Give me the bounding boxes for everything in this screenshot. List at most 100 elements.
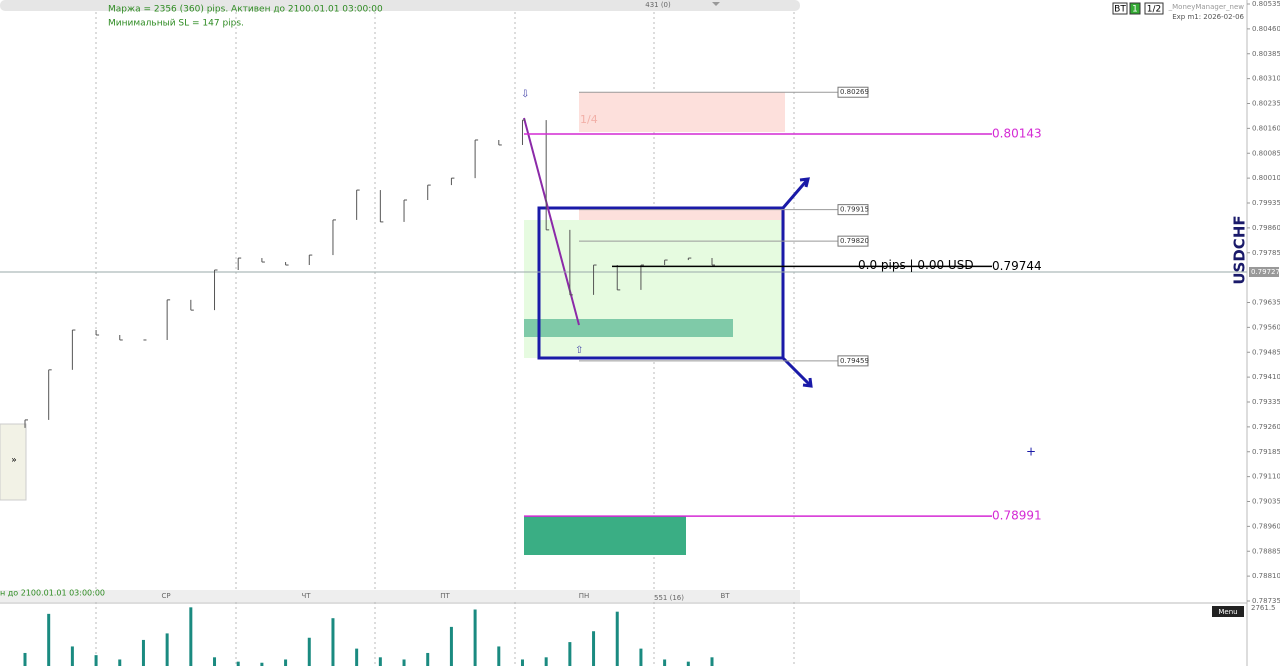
volume-max: 2761.5 bbox=[1251, 604, 1276, 612]
volume-bar bbox=[47, 613, 51, 666]
toolbar-button[interactable] bbox=[1112, 2, 1128, 15]
volume-bar bbox=[592, 631, 596, 666]
tab-count: 551 (16) bbox=[654, 594, 684, 602]
y-tick-label: 0.79935 bbox=[1252, 199, 1280, 207]
day-label: ЧТ bbox=[301, 592, 311, 600]
volume-bar bbox=[710, 657, 714, 666]
volume-bar bbox=[260, 662, 264, 666]
zone bbox=[579, 92, 785, 132]
toolbar-button[interactable] bbox=[1129, 2, 1141, 15]
toolbar-button-label[interactable]: 1 bbox=[1132, 5, 1138, 15]
y-tick-label: 0.79860 bbox=[1252, 224, 1280, 232]
volume-bar bbox=[94, 655, 98, 666]
crosshair: + bbox=[1026, 445, 1036, 459]
level-label: 0.79459 bbox=[840, 357, 869, 365]
symbol: USDCHF bbox=[1231, 215, 1249, 284]
volume-bar bbox=[615, 611, 619, 666]
volume-bar bbox=[449, 626, 453, 666]
y-tick-label: 0.80385 bbox=[1252, 50, 1280, 58]
arrow-up: ⇧ bbox=[575, 345, 583, 356]
arrows bbox=[781, 177, 813, 388]
expiry: Exp m1: 2026-02-06 bbox=[1172, 13, 1244, 21]
y-tick-label: 0.79635 bbox=[1252, 299, 1280, 307]
volume-bar bbox=[639, 648, 643, 666]
active-text: н до 2100.01.01 03:00:00 bbox=[0, 589, 105, 598]
y-tick-label: 0.78885 bbox=[1252, 547, 1280, 555]
volume-bar bbox=[497, 646, 501, 666]
volume-bar bbox=[284, 659, 288, 666]
price-line-label: 0.80143 bbox=[992, 127, 1042, 141]
y-tick-label: 0.80460 bbox=[1252, 25, 1280, 33]
volume-bar bbox=[426, 652, 430, 666]
volume-bar bbox=[355, 648, 359, 666]
y-tick-label: 0.78960 bbox=[1252, 522, 1280, 530]
y-tick-label: 0.79185 bbox=[1252, 448, 1280, 456]
volume-bar bbox=[473, 609, 477, 666]
volume-bar bbox=[568, 642, 572, 666]
price-line-label: 0.79744 bbox=[992, 259, 1042, 273]
level-tag bbox=[837, 204, 869, 216]
top-bar bbox=[0, 0, 800, 11]
y-tick-label: 0.79485 bbox=[1252, 348, 1280, 356]
side-panel[interactable] bbox=[0, 423, 27, 501]
toolbar-button-label[interactable]: 1/2 bbox=[1147, 5, 1161, 15]
selection-box[interactable] bbox=[537, 206, 785, 360]
margin-text: Маржа = 2356 (360) pips. Активен до 2100… bbox=[108, 5, 383, 15]
y-tick-label: 0.80160 bbox=[1252, 124, 1280, 132]
y-tick-label: 0.78810 bbox=[1252, 572, 1280, 580]
arrow-down: ⇩ bbox=[521, 89, 529, 100]
tab-count: 431 (0) bbox=[645, 1, 671, 9]
y-tick-label: 0.79035 bbox=[1252, 498, 1280, 506]
y-tick-label: 0.79785 bbox=[1252, 249, 1280, 257]
toolbar-button-label[interactable]: BT bbox=[1114, 5, 1126, 15]
y-tick-label: 0.78735 bbox=[1252, 597, 1280, 605]
y-tick-label: 0.80085 bbox=[1252, 149, 1280, 157]
volume-bar bbox=[213, 657, 217, 666]
dropdown[interactable] bbox=[712, 2, 720, 6]
y-tick-label: 0.79335 bbox=[1252, 398, 1280, 406]
level-label: 0.80269 bbox=[840, 88, 869, 96]
menu-label[interactable]: Menu bbox=[1218, 608, 1237, 616]
y-tick-label: 0.80535 bbox=[1252, 0, 1280, 8]
time-bar bbox=[0, 590, 800, 602]
min-sl-text: Минимальный SL = 147 pips. bbox=[108, 19, 244, 29]
expert-name: _MoneyManager_new bbox=[1168, 3, 1245, 11]
y-tick-label: 0.79260 bbox=[1252, 423, 1280, 431]
volume-bar bbox=[307, 637, 311, 666]
y-tick-label: 0.80010 bbox=[1252, 174, 1280, 182]
price-tag-label: 0.79727 bbox=[1251, 268, 1280, 276]
level-label: 0.79915 bbox=[840, 206, 869, 214]
volume-bar bbox=[520, 659, 524, 666]
toolbar-button[interactable] bbox=[1144, 2, 1164, 15]
volume-bar bbox=[402, 659, 406, 666]
volume-bar bbox=[663, 659, 667, 666]
day-label: ПН bbox=[579, 592, 590, 600]
volume-bar bbox=[378, 657, 382, 666]
volume-bar bbox=[70, 646, 74, 666]
volume-bar bbox=[141, 639, 145, 666]
y-tick-label: 0.80310 bbox=[1252, 75, 1280, 83]
level-tag bbox=[837, 355, 869, 367]
y-tick-label: 0.79410 bbox=[1252, 373, 1280, 381]
volume-bar bbox=[23, 652, 27, 666]
volume-bar bbox=[544, 657, 548, 666]
y-tick-label: 0.79110 bbox=[1252, 473, 1280, 481]
price-tag bbox=[1249, 266, 1279, 277]
level-label: 0.79820 bbox=[840, 237, 869, 245]
level-tag bbox=[837, 86, 869, 98]
day-label: ВТ bbox=[720, 592, 730, 600]
y-tick-label: 0.79560 bbox=[1252, 323, 1280, 331]
volume-bar bbox=[331, 618, 335, 666]
volume-bar bbox=[118, 659, 122, 666]
zone-label: 1/4 bbox=[580, 113, 598, 126]
price-line-label: 0.78991 bbox=[992, 509, 1042, 523]
position-text: 0.0 pips | 0.00 USD bbox=[858, 258, 974, 272]
level-tag bbox=[837, 235, 869, 247]
menu-button[interactable] bbox=[1212, 606, 1244, 617]
day-label: ПТ bbox=[440, 592, 450, 600]
zone bbox=[524, 516, 686, 555]
expand-button[interactable]: » bbox=[11, 456, 17, 466]
volume-bar bbox=[236, 661, 240, 666]
zone bbox=[524, 319, 733, 337]
